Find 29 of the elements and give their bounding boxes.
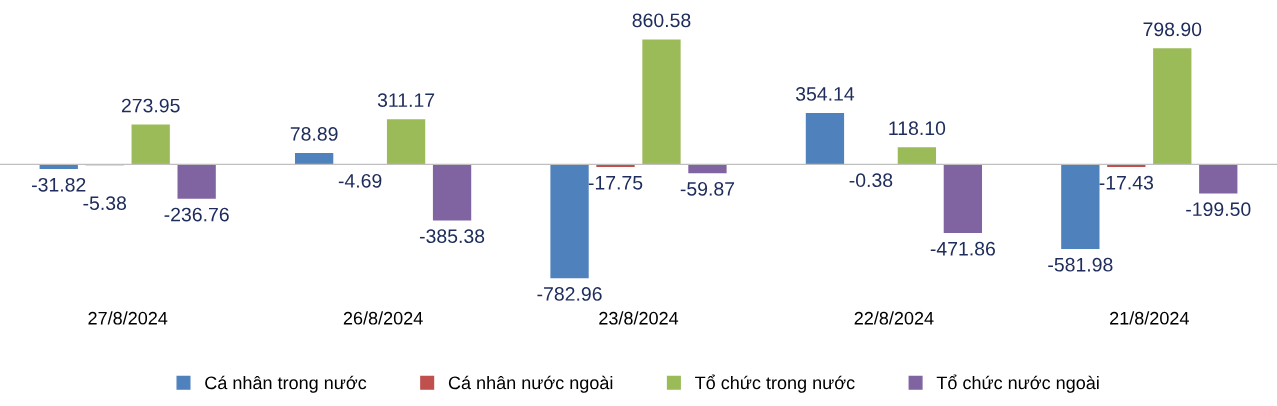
legend-label: Tổ chức nước ngoài: [936, 374, 1099, 393]
data-label: -199.50: [1186, 202, 1251, 217]
data-label: -31.82: [32, 177, 86, 192]
data-label: -471.86: [930, 241, 995, 256]
data-label: -0.38: [849, 173, 893, 188]
x-tick-label: 21/8/2024: [1110, 311, 1189, 325]
x-tick-label: 23/8/2024: [599, 311, 679, 325]
data-label: 354.14: [795, 87, 855, 101]
x-tick-label: 22/8/2024: [854, 311, 934, 325]
x-tick-label: 27/8/2024: [88, 311, 168, 325]
data-label: -581.98: [1048, 257, 1113, 272]
data-label: 273.95: [121, 98, 180, 113]
data-label: -236.76: [164, 207, 229, 222]
legend-label: Cá nhân nước ngoài: [448, 375, 613, 393]
legend-label: Tổ chức trong nước: [695, 374, 855, 393]
data-label: 78.89: [290, 127, 338, 141]
data-label: -4.69: [338, 173, 382, 188]
data-label: -59.87: [680, 181, 735, 196]
x-tick-label: 26/8/2024: [343, 311, 423, 325]
data-label: -385.38: [419, 229, 485, 244]
data-label: 798.90: [1143, 22, 1202, 37]
legend-label: Cá nhân trong nước: [205, 375, 367, 393]
data-label: 311.17: [377, 93, 435, 108]
data-label: -17.75: [588, 176, 643, 190]
data-label: -782.96: [537, 287, 602, 301]
data-label: -17.43: [1099, 175, 1154, 190]
data-label: -5.38: [83, 196, 127, 211]
data-label: 118.10: [889, 121, 946, 136]
data-label: 860.58: [632, 13, 691, 28]
